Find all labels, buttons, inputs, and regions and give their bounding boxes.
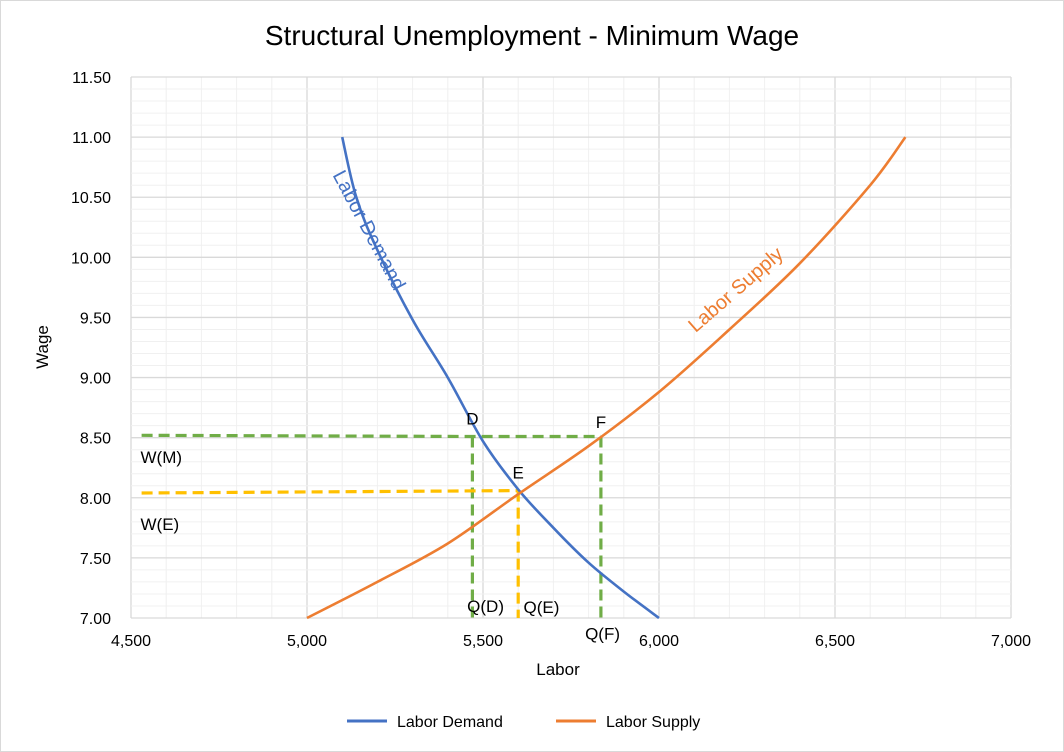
annotation-w-m: W(M) (141, 448, 183, 467)
annotation-q-d: Q(D) (467, 597, 504, 616)
x-tick-label: 6,500 (815, 633, 855, 650)
series-line-labor-supply (306, 136, 907, 620)
x-tick-label: 6,000 (639, 633, 679, 650)
x-tick-label: 7,000 (991, 633, 1031, 650)
y-tick-label: 10.00 (71, 250, 111, 267)
x-tick-label: 4,500 (111, 633, 151, 650)
gridlines (130, 76, 1012, 619)
annotation-d: D (466, 409, 478, 428)
curve-label-labor-demand: Labor Demand (328, 167, 410, 294)
curves (306, 136, 907, 620)
reference-lines (141, 433, 603, 618)
annotation-q-e: Q(E) (523, 598, 559, 617)
reference-dashed-line (141, 433, 601, 439)
y-axis-title: Wage (33, 325, 52, 369)
curve-labels: Labor Demand Labor Supply (328, 167, 788, 337)
y-tick-label: 8.00 (80, 491, 111, 508)
y-tick-label: 11.00 (72, 130, 111, 147)
x-tick-label: 5,500 (463, 633, 503, 650)
y-tick-label: 9.50 (80, 310, 111, 327)
annotation-e: E (513, 464, 524, 483)
chart-title: Structural Unemployment - Minimum Wage (265, 20, 799, 51)
y-tick-label: 10.50 (71, 190, 111, 207)
annotations: D F E W(M) W(E) Q(D) Q(E) Q(F) (141, 409, 621, 643)
tick-labels: 4,500 5,000 5,500 6,000 6,500 7,000 7.00 7.50 8.… (71, 70, 1031, 650)
legend-label-labor-supply: Labor Supply (606, 714, 700, 731)
series-line-labor-demand (340, 136, 660, 620)
y-tick-label: 8.50 (80, 431, 111, 448)
x-tick-label: 5,000 (287, 633, 327, 650)
annotation-w-e: W(E) (141, 515, 180, 534)
legend-label-labor-demand: Labor Demand (397, 714, 503, 731)
x-axis-title: Labor (536, 660, 580, 679)
annotation-q-f: Q(F) (585, 625, 620, 644)
reference-dashed-line (141, 489, 519, 495)
y-tick-label: 7.00 (80, 611, 111, 628)
y-tick-label: 11.50 (72, 70, 111, 87)
legend: Labor Demand Labor Supply (347, 714, 700, 731)
y-tick-label: 9.00 (80, 371, 111, 388)
annotation-f: F (596, 413, 606, 432)
y-tick-label: 7.50 (80, 551, 111, 568)
